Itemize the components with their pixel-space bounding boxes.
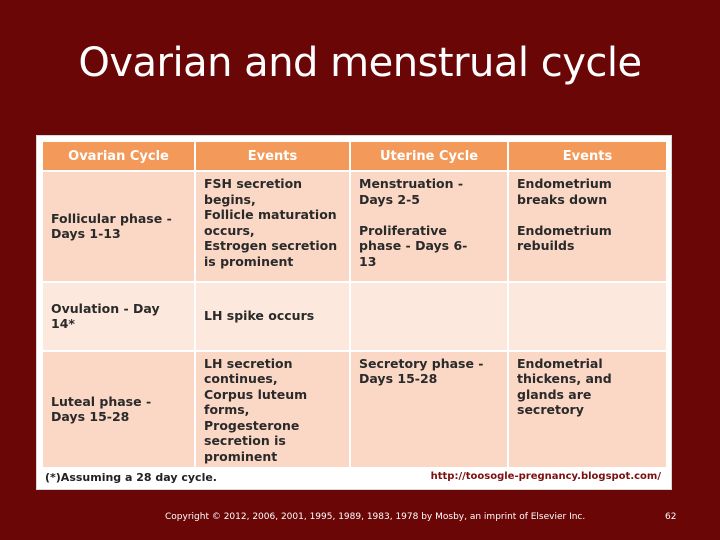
copyright-notice: Copyright © 2012, 2006, 2001, 1995, 1989…	[165, 512, 586, 522]
header-uterine-events: Events	[508, 142, 668, 171]
table-row-luteal: Luteal phase - Days 15-28 LH secretion c…	[43, 349, 668, 467]
header-uterine-cycle: Uterine Cycle	[350, 142, 509, 171]
header-ovarian-events: Events	[195, 142, 351, 171]
table-header-row: Ovarian Cycle Events Uterine Cycle Event…	[43, 142, 668, 171]
source-url: http://toosogle-pregnancy.blogspot.com/	[430, 471, 661, 482]
page-number: 62	[665, 512, 677, 522]
cell-secretory-phase: Secretory phase - Days 15-28	[350, 349, 509, 467]
cell-ovulation-uterine-empty	[350, 280, 509, 351]
table-footnote: (*)Assuming a 28 day cycle.	[45, 471, 217, 484]
cell-luteal-phase: Luteal phase - Days 15-28	[43, 349, 196, 467]
table-row-follicular: Follicular phase - Days 1-13 FSH secreti…	[43, 170, 668, 282]
cell-follicular-phase: Follicular phase - Days 1-13	[43, 170, 196, 282]
slide-title: Ovarian and menstrual cycle	[78, 40, 642, 86]
cell-luteal-events: LH secretion continues, Corpus luteum fo…	[195, 349, 351, 467]
table-row-ovulation: Ovulation - Day 14* LH spike occurs	[43, 280, 668, 351]
cell-endometrial-events: Endometrial thickens, and glands are sec…	[508, 349, 668, 467]
cell-endometrium-events: Endometrium breaks down Endometrium rebu…	[508, 170, 668, 282]
cycle-table: Ovarian Cycle Events Uterine Cycle Event…	[43, 142, 668, 467]
cell-follicular-events: FSH secretion begins, Follicle maturatio…	[195, 170, 351, 282]
cell-lh-spike: LH spike occurs	[195, 280, 351, 351]
header-ovarian-cycle: Ovarian Cycle	[43, 142, 196, 171]
cell-ovulation: Ovulation - Day 14*	[43, 280, 196, 351]
cell-menstruation-proliferative: Menstruation - Days 2-5 Proliferative ph…	[350, 170, 509, 282]
cell-ovulation-uterine-events-empty	[508, 280, 668, 351]
cycle-table-image: Ovarian Cycle Events Uterine Cycle Event…	[36, 135, 672, 490]
